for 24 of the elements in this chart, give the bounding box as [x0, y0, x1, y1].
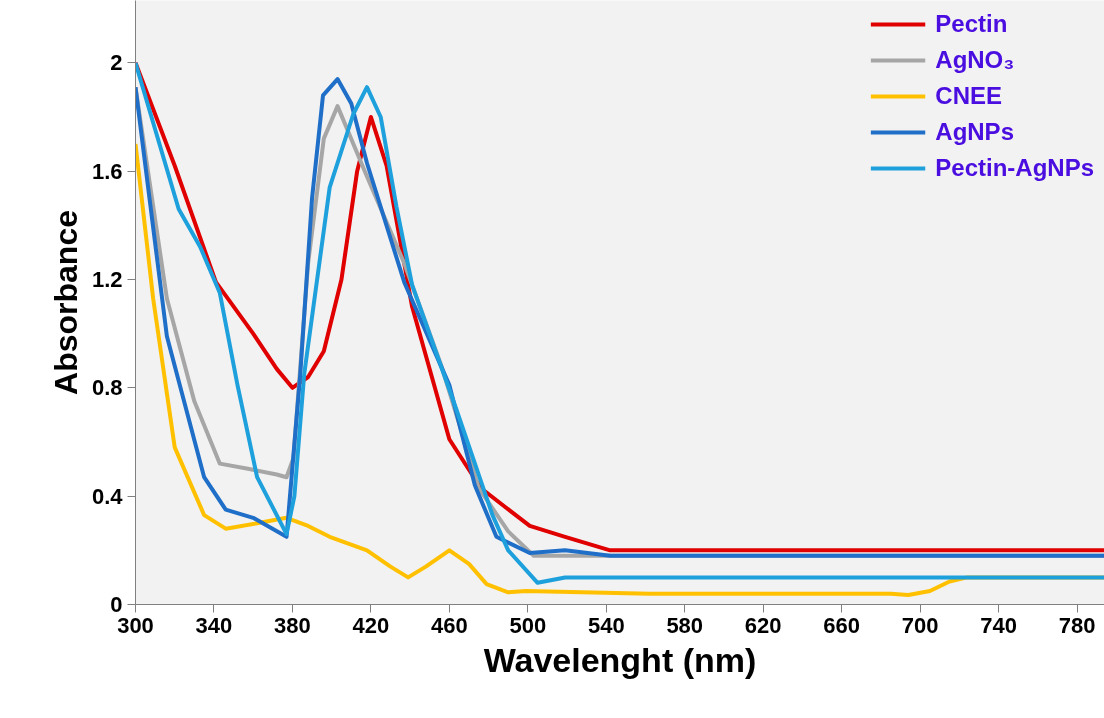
x-tick-label: 780	[1058, 612, 1096, 638]
y-tick-label: 0.4	[91, 483, 124, 509]
legend-label: CNEE	[935, 82, 1002, 110]
x-tick-label: 420	[352, 612, 390, 638]
x-tick-label: 740	[980, 612, 1017, 638]
x-tick-label: 500	[509, 612, 547, 638]
y-tick-label: 1.6	[91, 158, 123, 184]
legend-label: Pectin	[935, 10, 1008, 38]
x-axis-title: Wavelenght (nm)	[483, 640, 757, 679]
legend-label: AgNPs	[935, 118, 1014, 146]
x-tick-label: 340	[195, 612, 233, 638]
x-tick-label: 540	[587, 612, 625, 638]
x-tick-label: 620	[744, 612, 782, 638]
x-tick-label: 660	[823, 612, 861, 638]
x-tick-label: 580	[666, 612, 704, 638]
x-tick-label: 380	[274, 612, 311, 638]
x-tick-label: 460	[430, 612, 468, 638]
legend-label: Pectin-AgNPs	[935, 154, 1094, 182]
y-tick-label: 1.2	[91, 266, 123, 292]
y-tick-label: 2	[110, 50, 123, 76]
y-tick-label: 0.8	[91, 375, 123, 401]
x-tick-label: 700	[901, 612, 939, 638]
y-axis-title: Absorbance	[47, 210, 84, 395]
legend-label: AgNO₃	[935, 46, 1015, 74]
